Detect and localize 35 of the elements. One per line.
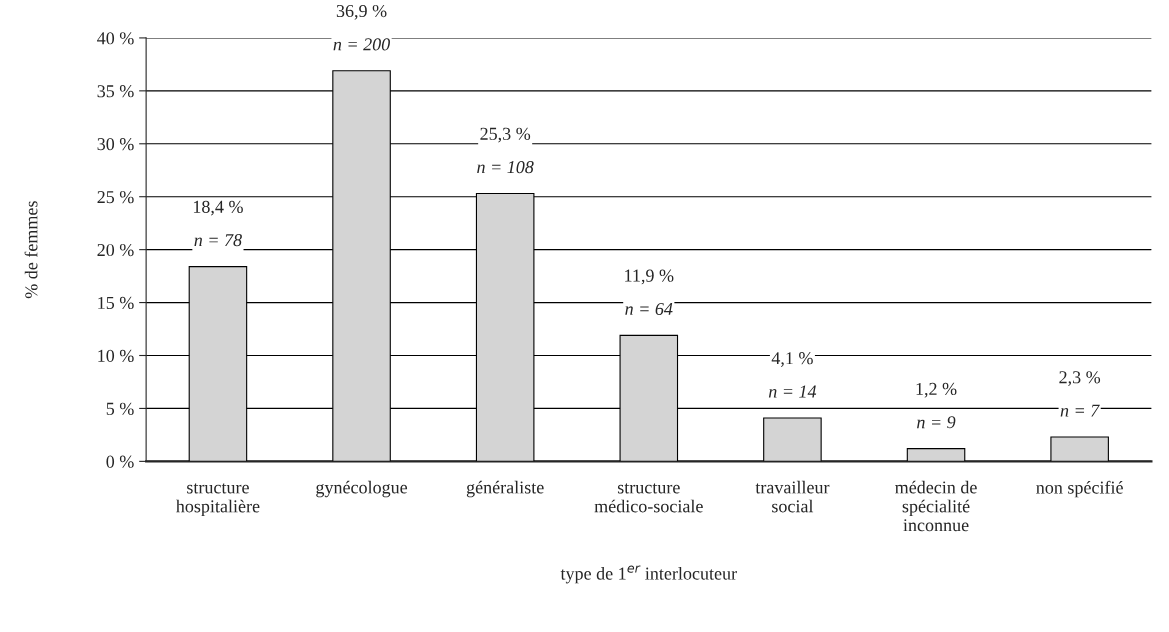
data-label: 1,2 % <box>916 382 957 398</box>
annotation: n = 78 <box>194 234 242 247</box>
annotation: n = 14 <box>768 385 817 398</box>
data-label: 11,9 % <box>625 269 674 285</box>
data-label: 36,9 % <box>336 4 387 20</box>
x-tick-label: gynécologue <box>316 480 408 498</box>
annotation: n = 9 <box>917 416 956 429</box>
y-tick-label: 5 % <box>106 402 134 415</box>
data-label: 4,1 % <box>771 352 813 367</box>
x-axis-title: type de 1$^{er}$ interlocuteur <box>560 565 737 584</box>
y-tick-label: 0 % <box>106 455 134 468</box>
data-label: 25,3 % <box>480 127 531 143</box>
y-tick-label: 25 % <box>97 190 134 204</box>
x-tick-label: structure hospitalière <box>176 483 260 517</box>
y-tick-label: 20 % <box>97 243 134 257</box>
annotation: n = 64 <box>625 302 673 316</box>
x-tick-label: non spécifié <box>1036 480 1123 498</box>
y-axis-title: % de femmes <box>24 201 38 299</box>
data-label: 18,4 % <box>193 200 243 216</box>
y-tick-label: 35 % <box>97 85 134 98</box>
x-tick-label: structure médico-sociale <box>594 483 703 513</box>
bar <box>763 417 822 462</box>
y-tick-label: 40 % <box>97 32 134 45</box>
y-tick-label: 30 % <box>97 138 134 151</box>
x-tick-label: généraliste <box>466 480 544 498</box>
bar <box>906 448 966 462</box>
annotation: n = 7 <box>1060 404 1100 417</box>
x-tick-label: travailleur social <box>755 480 830 513</box>
y-tick-label: 10 % <box>98 349 134 362</box>
y-tick-label: 15 % <box>98 296 134 310</box>
x-tick-label: médecin de spécialité inconnue <box>895 480 977 532</box>
annotation: n = 108 <box>477 161 534 174</box>
bar <box>1050 436 1109 462</box>
data-label: 2,3 % <box>1059 371 1101 386</box>
annotation: n = 200 <box>333 38 390 51</box>
